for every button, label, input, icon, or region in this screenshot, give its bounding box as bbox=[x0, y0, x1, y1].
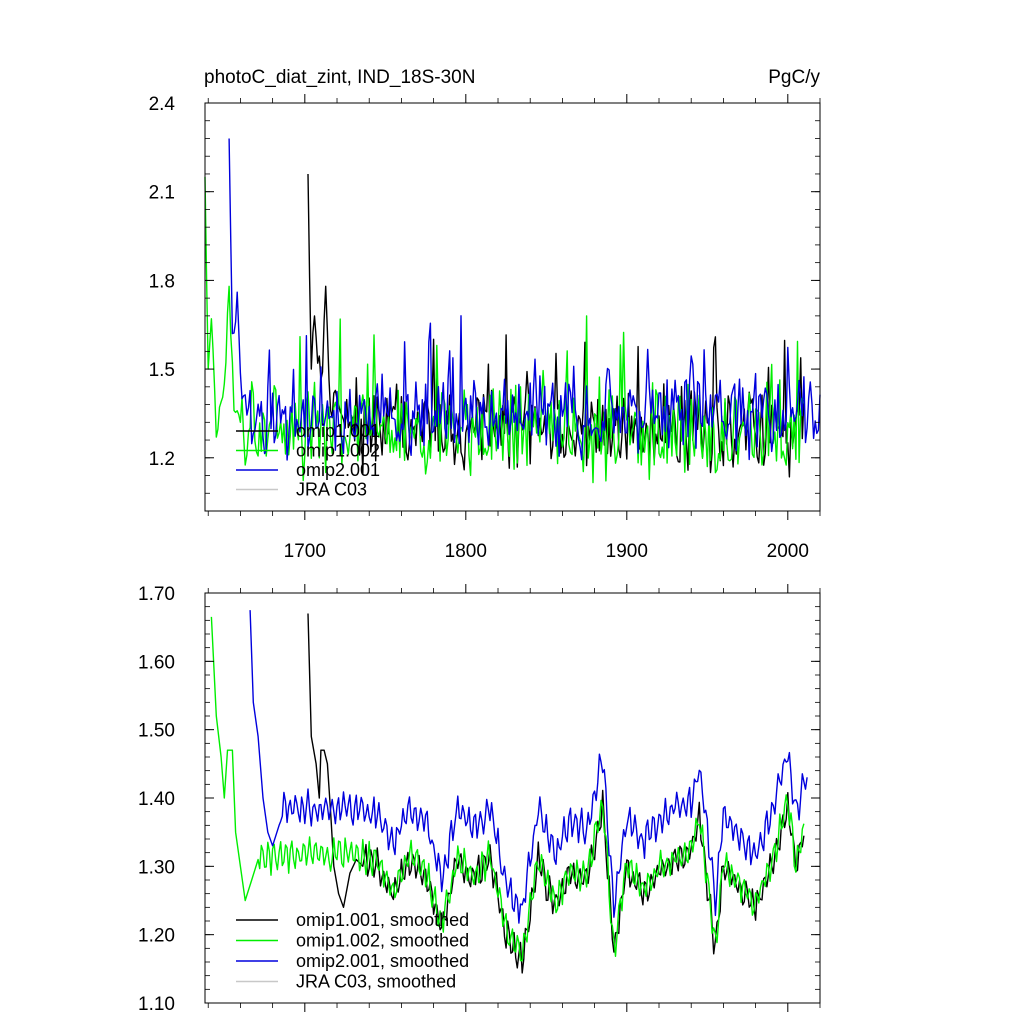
series-line-omip2-001-smoothed bbox=[249, 610, 808, 924]
top-axes: 1.2 1.5 1.8 2.1 2.4 1700 1800 1900 2000 bbox=[149, 94, 821, 562]
x-tick-label: 1900 bbox=[606, 541, 648, 562]
legend-label: omip2.001, smoothed bbox=[296, 951, 469, 971]
y-tick-label: 1.60 bbox=[138, 652, 175, 673]
legend-label: JRA C03, smoothed bbox=[296, 972, 456, 992]
top-chart-units: PgC/y bbox=[768, 67, 820, 88]
top-series-group bbox=[204, 138, 821, 484]
y-tick-label: 1.2 bbox=[149, 449, 175, 470]
y-tick-label: 1.30 bbox=[138, 857, 175, 878]
bottom-panel: 1.10 1.20 1.30 1.40 1.50 1.60 1.70 omip1.001, … bbox=[138, 584, 821, 1015]
y-tick-label: 2.4 bbox=[149, 94, 176, 115]
top-panel: photoC_diat_zint, IND_18S-30N PgC/y 1.21… bbox=[149, 67, 821, 562]
bottom-series-group bbox=[210, 610, 808, 974]
legend-label: JRA C03 bbox=[296, 480, 367, 500]
y-tick-label: 1.70 bbox=[138, 584, 175, 605]
bottom-axes: 1.10 1.20 1.30 1.40 1.50 1.60 1.70 bbox=[138, 584, 821, 1015]
legend-label: omip1.001 bbox=[296, 421, 380, 441]
series-line-omip1-002 bbox=[204, 176, 805, 484]
y-tick-label: 1.5 bbox=[149, 360, 175, 381]
plot-frame-top bbox=[204, 102, 821, 512]
y-tick-label: 1.10 bbox=[138, 994, 175, 1015]
legend-label: omip1.001, smoothed bbox=[296, 910, 469, 930]
x-tick-label: 2000 bbox=[767, 541, 809, 562]
x-tick-label: 1800 bbox=[445, 541, 487, 562]
y-tick-label: 1.40 bbox=[138, 789, 175, 810]
top-chart-title: photoC_diat_zint, IND_18S-30N bbox=[204, 67, 475, 88]
series-line-omip1-002-smoothed bbox=[210, 616, 805, 962]
x-tick-label: 1700 bbox=[284, 541, 326, 562]
legend-label: omip1.002 bbox=[296, 441, 380, 461]
y-tick-label: 1.50 bbox=[138, 721, 175, 742]
y-tick-label: 2.1 bbox=[149, 183, 175, 204]
y-tick-label: 1.8 bbox=[149, 271, 175, 292]
legend-label: omip1.002, smoothed bbox=[296, 931, 469, 951]
legend-label: omip2.001 bbox=[296, 460, 380, 480]
y-tick-label: 1.20 bbox=[138, 926, 175, 947]
series-line-omip2-001 bbox=[228, 138, 821, 461]
